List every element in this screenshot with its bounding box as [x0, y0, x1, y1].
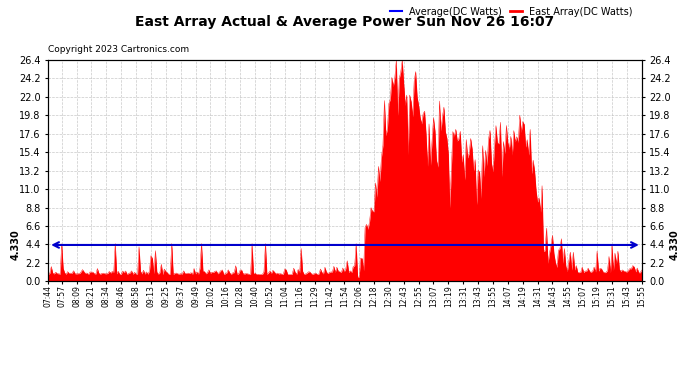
Text: East Array Actual & Average Power Sun Nov 26 16:07: East Array Actual & Average Power Sun No…	[135, 15, 555, 29]
Text: Copyright 2023 Cartronics.com: Copyright 2023 Cartronics.com	[48, 45, 190, 54]
Text: 4.330: 4.330	[669, 230, 680, 260]
Text: 4.330: 4.330	[10, 230, 21, 260]
Legend: Average(DC Watts), East Array(DC Watts): Average(DC Watts), East Array(DC Watts)	[386, 3, 637, 21]
